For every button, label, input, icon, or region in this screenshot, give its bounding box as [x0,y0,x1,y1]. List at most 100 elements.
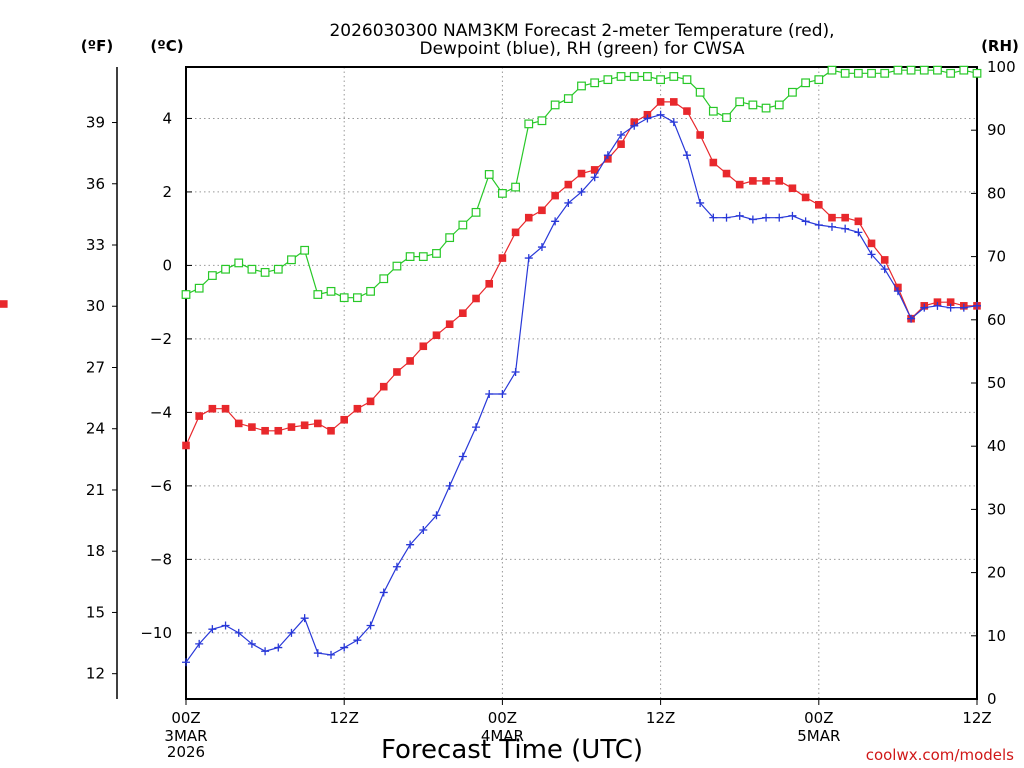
dewpoint-point [814,221,823,229]
temperature-point [459,309,467,317]
dewpoint-point [827,222,836,231]
dewpoint-point [485,390,494,399]
rh-point [814,75,824,85]
dewpoint-point [300,614,309,623]
dewpoint-point [788,211,797,220]
credit-label: coolwx.com/models [866,746,1014,764]
fahrenheit-tick-label: 21 [86,481,105,499]
celsius-tick-label: 0 [162,256,172,274]
dewpoint-point [445,481,454,490]
dewpoint-point [511,367,520,376]
temperature-point [709,158,718,167]
dewpoint-point [867,250,876,259]
temperature-point [195,412,203,420]
dewpoint-point [854,228,863,237]
temperature-point [340,415,348,424]
rh-tick-label: 60 [987,311,1006,329]
dewpoint-point [603,151,612,160]
dewpoint-point [959,303,968,312]
dewpoint-point [340,643,349,652]
x-tick-sublabel: 2026 [167,743,205,761]
dewpoint-point [617,130,626,139]
temperature-point [353,404,362,413]
rh-point [629,72,639,81]
dewpoint-point [392,562,401,571]
rh-point [484,170,494,179]
temperature-point [841,213,849,222]
dewpoint-point [379,588,388,597]
fahrenheit-tick-label: 12 [86,665,105,683]
dewpoint-point [564,198,573,207]
dewpoint-point [841,224,850,233]
fahrenheit-tick-label: 33 [86,236,105,254]
rh-point [537,116,547,126]
temperature-point [590,166,599,174]
dewpoint-point [722,213,731,222]
dewpoint-point [366,621,375,630]
temperature-point [472,294,480,303]
rh-tick-label: 80 [987,184,1006,202]
rh-point [379,274,389,284]
dewpoint-point [656,110,665,119]
rh-point [498,189,507,198]
temperature-point [867,239,876,248]
dewpoint-point [208,625,217,634]
dewpoint-point [577,187,586,196]
rh-point [735,97,745,107]
plot-frame [185,66,978,700]
rh-tick-label: 100 [987,58,1016,76]
dewpoint-point [458,452,467,461]
rh-point [339,293,349,303]
rh-point [748,100,758,110]
temperature-point [498,254,507,262]
dewpoint-line [185,114,978,663]
temperature-point [287,423,296,431]
temperature-point [327,426,335,435]
axes [112,66,978,705]
temperature-point [854,217,863,226]
celsius-tick-label: 4 [162,109,172,127]
x-tick-label: 12Z [330,709,359,727]
temperature-point [393,368,401,376]
x-axis-label: Forecast Time (UTC) [381,735,643,765]
temperature-point [946,298,955,306]
rh-point [761,103,771,113]
rh-point [247,264,257,274]
temperature-point [815,200,823,209]
rh-point [919,65,929,75]
celsius-tick-label: −10 [140,624,172,642]
temperature-point [379,382,388,391]
rh-point [893,65,903,75]
dewpoint-point [946,303,955,312]
dewpoint-point [419,525,428,534]
dewpoint-point [973,301,981,310]
rh-point [181,290,191,299]
rh-point [313,290,323,299]
dewpoint-point [195,639,204,648]
temperature-point [524,213,533,222]
dewpoint-point [748,215,757,224]
fahrenheit-tick-label: 30 [86,297,105,315]
dewpoint-point [182,658,190,667]
celsius-tick-label: −6 [150,477,172,495]
rh-point [287,255,296,265]
rh-point [366,286,375,296]
rh-point [603,75,613,85]
temperature-point [511,228,520,237]
temperature-point [564,180,573,189]
temperature-point [722,169,731,178]
rh-point [590,78,600,88]
rh-point [933,65,942,75]
rh-point [840,68,850,78]
rh-point [656,75,665,85]
rh-point [221,264,230,274]
dewpoint-point [234,628,243,637]
rh-point [788,87,797,97]
temperature-point [182,441,190,450]
rh-point [959,65,969,75]
temperature-point [617,140,625,148]
fahrenheit-tick-label: 15 [86,603,105,621]
rh-point [774,100,784,110]
x-tick-label: 00Z [804,709,833,727]
rh-point [273,264,283,274]
